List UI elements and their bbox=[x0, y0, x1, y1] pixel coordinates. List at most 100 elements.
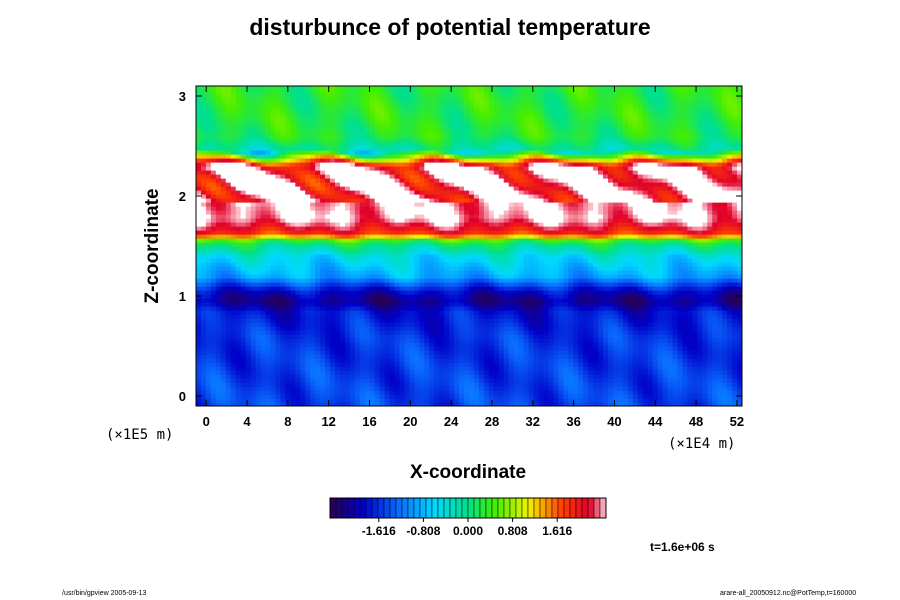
heatmap-cell bbox=[230, 338, 237, 343]
heatmap-cell bbox=[334, 274, 341, 279]
heatmap-cell bbox=[687, 386, 693, 391]
heatmap-cell bbox=[389, 382, 396, 387]
heatmap-cell bbox=[344, 378, 351, 383]
heatmap-cell bbox=[424, 298, 430, 303]
heatmap-cell bbox=[598, 258, 604, 263]
heatmap-cell bbox=[205, 346, 212, 351]
heatmap-cell bbox=[429, 370, 435, 375]
heatmap-cell bbox=[642, 326, 649, 331]
heatmap-cell bbox=[732, 318, 738, 323]
heatmap-cell bbox=[230, 358, 237, 363]
heatmap-cell bbox=[429, 294, 435, 299]
heatmap-cell bbox=[677, 310, 684, 315]
heatmap-cell bbox=[339, 358, 346, 363]
heatmap-cell bbox=[459, 318, 465, 323]
heatmap-cell bbox=[632, 306, 639, 311]
heatmap-cell bbox=[449, 270, 455, 275]
heatmap-cell bbox=[702, 330, 708, 335]
heatmap-cell bbox=[607, 310, 614, 315]
heatmap-cell bbox=[215, 330, 222, 335]
heatmap-cell bbox=[563, 230, 569, 235]
heatmap-cell bbox=[657, 246, 664, 251]
heatmap-cell bbox=[374, 266, 381, 271]
heatmap-cell bbox=[429, 314, 435, 319]
heatmap-cell bbox=[528, 322, 535, 327]
heatmap-cell bbox=[290, 238, 296, 243]
heatmap-cell bbox=[518, 338, 525, 343]
heatmap-cell bbox=[647, 238, 654, 243]
heatmap-cell bbox=[330, 290, 336, 295]
heatmap-cell bbox=[215, 246, 222, 251]
heatmap-cell bbox=[513, 234, 520, 239]
heatmap-cell bbox=[573, 378, 579, 383]
heatmap-cell bbox=[230, 290, 237, 295]
heatmap-cell bbox=[652, 266, 659, 271]
heatmap-cell bbox=[339, 250, 346, 255]
heatmap-cell bbox=[359, 346, 366, 351]
heatmap-cell bbox=[434, 246, 440, 251]
heatmap-cell bbox=[275, 318, 281, 323]
heatmap-cell bbox=[488, 318, 495, 323]
heatmap-cell bbox=[290, 282, 296, 287]
heatmap-cell bbox=[245, 258, 252, 263]
heatmap-cell bbox=[344, 286, 351, 291]
heatmap-cell bbox=[677, 294, 684, 299]
heatmap-cell bbox=[240, 326, 247, 331]
heatmap-cell bbox=[637, 298, 644, 303]
heatmap-cell bbox=[598, 286, 604, 291]
heatmap-cell bbox=[632, 274, 639, 279]
heatmap-cell bbox=[553, 382, 559, 387]
heatmap-cell bbox=[275, 382, 281, 387]
heatmap-cell bbox=[722, 258, 728, 263]
heatmap-cell bbox=[225, 230, 232, 235]
heatmap-cell bbox=[677, 334, 684, 339]
heatmap-cell bbox=[196, 282, 202, 287]
heatmap-cell bbox=[285, 378, 291, 383]
heatmap-cell bbox=[603, 362, 609, 367]
heatmap-cell bbox=[215, 318, 222, 323]
heatmap-cell bbox=[285, 306, 291, 311]
heatmap-cell bbox=[330, 266, 336, 271]
heatmap-cell bbox=[523, 366, 530, 371]
heatmap-cell bbox=[568, 250, 574, 255]
heatmap-cell bbox=[607, 394, 614, 399]
heatmap-cell bbox=[528, 286, 535, 291]
heatmap-cell bbox=[588, 230, 594, 235]
heatmap-cell bbox=[459, 282, 465, 287]
heatmap-cell bbox=[707, 374, 713, 379]
heatmap-cell bbox=[245, 386, 252, 391]
heatmap-cell bbox=[280, 390, 286, 395]
heatmap-cell bbox=[295, 242, 301, 247]
heatmap-cell bbox=[325, 314, 331, 319]
heatmap-cell bbox=[737, 230, 742, 235]
heatmap-cell bbox=[687, 242, 693, 247]
heatmap-cell bbox=[677, 326, 684, 331]
heatmap-cell bbox=[603, 370, 609, 375]
heatmap-cell bbox=[464, 278, 470, 283]
heatmap-cell bbox=[399, 242, 406, 247]
heatmap-cell bbox=[205, 278, 212, 283]
heatmap-cell bbox=[220, 382, 227, 387]
heatmap-cell bbox=[449, 294, 455, 299]
heatmap-cell bbox=[632, 366, 639, 371]
heatmap-cell bbox=[513, 290, 520, 295]
heatmap-cell bbox=[538, 326, 545, 331]
heatmap-cell bbox=[607, 238, 614, 243]
heatmap-cell bbox=[459, 370, 465, 375]
heatmap-cell bbox=[245, 362, 252, 367]
heatmap-cell bbox=[325, 366, 331, 371]
heatmap-cell bbox=[473, 326, 480, 331]
heatmap-cell bbox=[627, 390, 634, 395]
heatmap-cell bbox=[667, 286, 674, 291]
heatmap-cell bbox=[300, 242, 306, 247]
heatmap-cell bbox=[548, 302, 554, 307]
heatmap-cell bbox=[598, 382, 604, 387]
heatmap-cell bbox=[240, 290, 247, 295]
heatmap-cell bbox=[205, 342, 212, 347]
heatmap-cell bbox=[344, 254, 351, 259]
heatmap-cell bbox=[439, 378, 445, 383]
heatmap-cell bbox=[434, 326, 440, 331]
heatmap-cell bbox=[389, 262, 396, 267]
heatmap-cell bbox=[493, 402, 500, 406]
heatmap-cell bbox=[270, 366, 277, 371]
